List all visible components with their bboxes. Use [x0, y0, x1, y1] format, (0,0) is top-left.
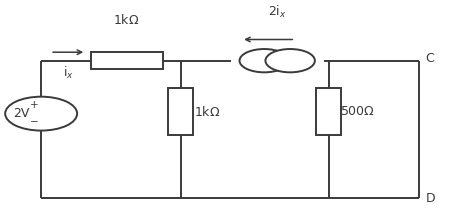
- Text: +: +: [30, 100, 39, 110]
- Circle shape: [239, 49, 289, 72]
- Text: −: −: [30, 118, 39, 127]
- Bar: [168, 88, 193, 135]
- Text: 500$\Omega$: 500$\Omega$: [340, 105, 375, 118]
- Bar: [316, 88, 341, 135]
- Text: 1k$\Omega$: 1k$\Omega$: [114, 13, 140, 27]
- Text: 2i$_x$: 2i$_x$: [268, 4, 286, 21]
- Bar: [91, 52, 162, 69]
- Text: 2V: 2V: [14, 107, 30, 120]
- Text: D: D: [426, 192, 435, 205]
- Text: 1k$\Omega$: 1k$\Omega$: [194, 105, 221, 119]
- Text: C: C: [426, 52, 434, 65]
- Circle shape: [5, 97, 77, 131]
- Circle shape: [266, 49, 315, 72]
- Text: i$_x$: i$_x$: [63, 65, 74, 81]
